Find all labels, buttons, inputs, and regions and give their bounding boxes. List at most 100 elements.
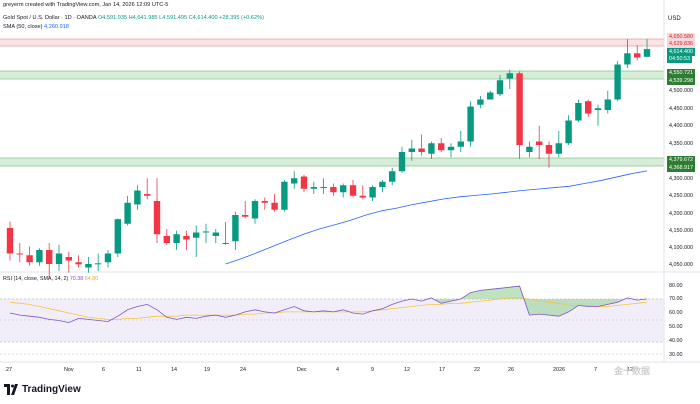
time-label: 12	[404, 367, 410, 373]
time-label: 14	[171, 367, 177, 373]
price-label: 4,250.000	[669, 193, 693, 199]
time-label: Nov	[64, 367, 74, 373]
candle-body	[193, 232, 200, 238]
tradingview-brand: TradingView	[22, 384, 81, 395]
candle-body	[545, 145, 553, 154]
sma-legend[interactable]: SMA (50, close) 4,260.918	[3, 24, 69, 30]
candle-body	[398, 152, 406, 172]
price-label: 4,100.000	[669, 245, 693, 251]
candle-body	[212, 232, 219, 236]
candle-body	[85, 264, 92, 268]
candle-body	[291, 178, 298, 184]
candle-body	[496, 80, 504, 95]
candle-body	[163, 236, 170, 243]
candle-body	[65, 257, 72, 261]
candle-body	[183, 236, 190, 240]
candle-body	[585, 101, 592, 114]
candle-body	[575, 103, 582, 121]
candles-group	[6, 39, 651, 278]
candle-body	[624, 53, 631, 65]
candle-body	[555, 143, 562, 154]
candle-body	[104, 253, 112, 263]
sma-line	[225, 170, 648, 265]
ohlc-values: O4,591.935 H4,641.985 L4,591.495 C4,614.…	[97, 15, 264, 21]
current-price-tag: 4,614.400	[667, 48, 695, 56]
candle-body	[114, 219, 121, 254]
price-label: 4,300.000	[669, 176, 693, 182]
price-label: 4,350.000	[669, 141, 693, 147]
watermark-text: 金十数据	[614, 366, 651, 376]
candle-body	[16, 253, 23, 255]
candle-body	[261, 201, 268, 203]
time-label: 9	[371, 367, 374, 373]
candle-body	[173, 234, 180, 243]
zone-tag-3: 4,379.672	[667, 156, 695, 164]
candle-body	[320, 187, 327, 188]
candle-body	[477, 99, 484, 105]
rsi-value: 70.38	[69, 276, 84, 282]
candle-body	[75, 262, 82, 265]
rsi-label: RSI (14, close, SMA, 14, 2)	[3, 276, 69, 282]
resistance-tag-2: 4,629.836	[667, 40, 695, 48]
rsi-legend[interactable]: RSI (14, close, SMA, 14, 2) 70.38 64.80	[3, 276, 98, 282]
rsi-axis-label: 80.00	[669, 283, 683, 289]
zone-tag-4: 4,368.917	[667, 164, 695, 172]
time-label: 19	[204, 367, 210, 373]
time-label: 4	[336, 367, 339, 373]
time-label: 7	[594, 367, 597, 373]
currency-label[interactable]: USD	[668, 16, 681, 22]
candle-body	[95, 263, 102, 265]
candle-body	[359, 195, 366, 198]
time-label: 12	[627, 367, 633, 373]
candle-body	[6, 227, 14, 254]
symbol-name[interactable]: Gold Spot / U.S. Dollar · 1D · OANDA	[3, 15, 97, 21]
candle-body	[242, 215, 249, 217]
countdown-tag: 04:50:53	[667, 55, 692, 63]
candle-body	[438, 143, 445, 151]
rsi-line	[9, 285, 648, 324]
zone-tag-1: 4,550.721	[667, 69, 695, 77]
candle-body	[565, 120, 572, 144]
rsi-axis-label: 50.00	[669, 324, 683, 330]
candle-body	[153, 201, 161, 235]
time-label: 27	[6, 367, 12, 373]
candle-body	[594, 108, 602, 110]
candle-body	[389, 171, 396, 182]
price-label: 4,200.000	[669, 211, 693, 217]
candle-body	[467, 106, 474, 142]
candle-body	[643, 49, 651, 57]
time-label: Dec	[297, 367, 307, 373]
price-label: 4,050.000	[669, 262, 693, 268]
candle-body	[134, 190, 141, 205]
rsi-ma-value: 64.80	[84, 276, 99, 282]
rsi-axis-label: 70.00	[669, 296, 683, 302]
candle-body	[26, 255, 33, 263]
candle-body	[634, 53, 641, 58]
candle-body	[369, 187, 376, 198]
rsi-overbought-fill	[421, 286, 631, 317]
candle-body	[281, 181, 288, 210]
candle-body	[232, 215, 239, 242]
symbol-legend[interactable]: Gold Spot / U.S. Dollar · 1D · OANDA O4,…	[3, 15, 264, 21]
candle-body	[457, 141, 464, 147]
candle-body	[36, 250, 43, 263]
time-label: 17	[439, 367, 445, 373]
supply-zone-2	[0, 158, 664, 166]
tradingview-logo-icon	[4, 384, 18, 395]
candle-body	[349, 185, 357, 196]
candle-body	[408, 148, 415, 152]
time-label: 22	[474, 367, 480, 373]
sma-value: 4,260.918	[44, 24, 69, 30]
candle-body	[330, 187, 337, 193]
time-label: 26	[508, 367, 514, 373]
footer-brand[interactable]: TradingView	[4, 384, 81, 395]
price-label: 4,450.000	[669, 106, 693, 112]
candle-body	[340, 185, 347, 193]
candle-body	[516, 73, 523, 145]
chart-header: greyerm created with TradingView.com, Ja…	[3, 2, 169, 8]
rsi-axis-label: 40.00	[669, 338, 683, 344]
candle-body	[379, 181, 386, 187]
zone-tag-2: 4,539.298	[667, 77, 695, 85]
price-label: 4,400.000	[669, 123, 693, 129]
